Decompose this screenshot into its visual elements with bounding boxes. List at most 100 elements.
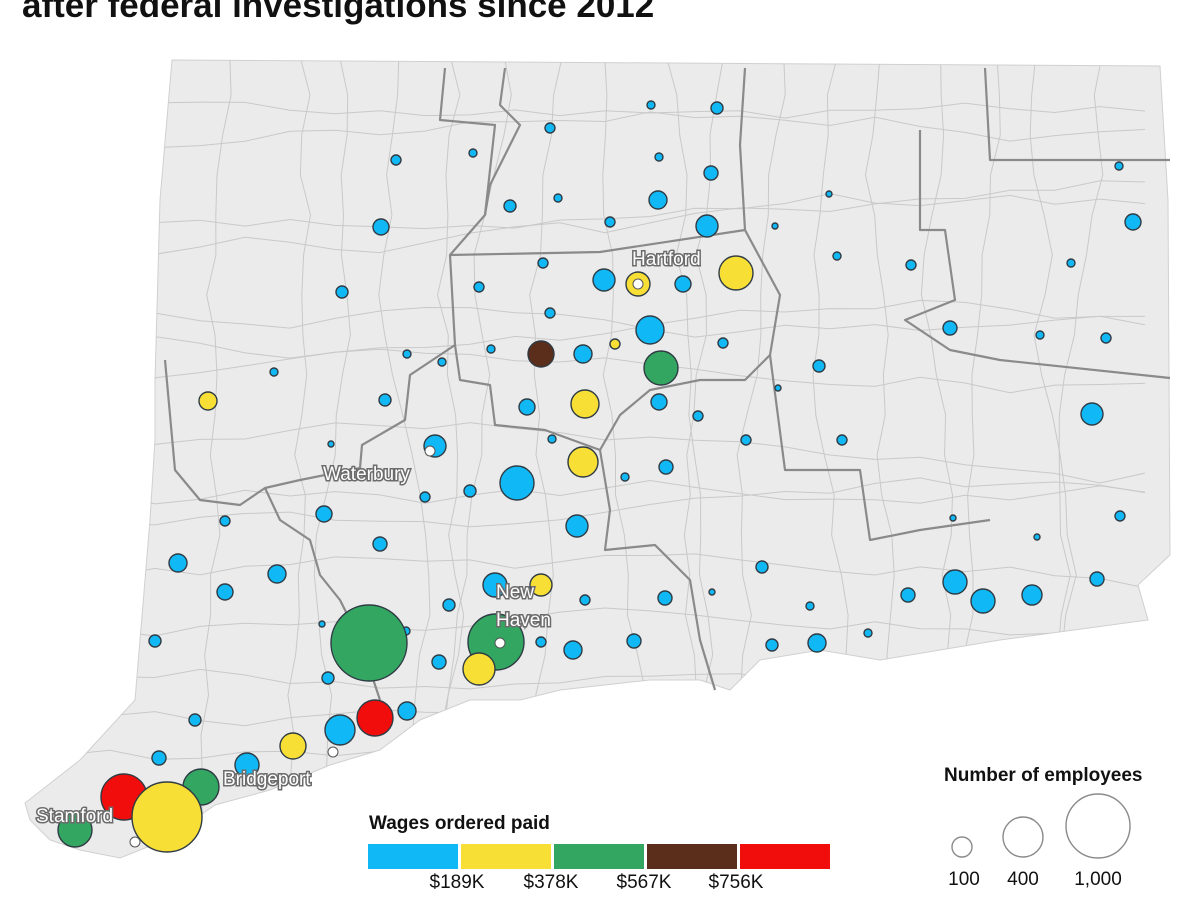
city-dot	[129, 836, 141, 848]
employer-marker	[692, 410, 704, 422]
town-border-line	[25, 607, 1146, 638]
employer-marker	[710, 101, 724, 115]
wage-swatch-3	[554, 844, 644, 869]
employer-marker	[148, 634, 162, 648]
employer-marker	[431, 654, 447, 670]
town-border-line	[25, 479, 1146, 505]
employer-marker	[807, 633, 827, 653]
employer-marker	[1021, 584, 1043, 606]
employer-marker	[168, 553, 188, 573]
county-border	[983, 67, 1170, 162]
employer-marker	[579, 594, 591, 606]
employer-marker	[900, 587, 916, 603]
city-dot	[494, 637, 506, 649]
city-dot	[327, 746, 339, 758]
town-border-line	[184, 60, 232, 858]
wage-swatch-1	[368, 844, 458, 869]
size-label-400: 400	[1007, 869, 1039, 890]
employer-marker	[970, 588, 996, 614]
county-border	[903, 130, 1171, 380]
wage-tick-4: $756K	[708, 872, 764, 893]
employer-marker	[650, 393, 668, 411]
employer-marker	[565, 514, 589, 538]
size-legend-circle-400	[1002, 816, 1044, 858]
city-dot	[424, 445, 436, 457]
wage-swatch-2	[461, 844, 551, 869]
employer-marker	[397, 701, 417, 721]
employer-marker	[219, 515, 231, 527]
employer-marker	[318, 620, 326, 628]
town-border-line	[25, 422, 1146, 484]
employer-marker	[643, 350, 679, 386]
employer-marker	[372, 536, 388, 552]
employer-marker	[1080, 402, 1104, 426]
employer-marker	[942, 569, 968, 595]
employer-marker	[949, 514, 957, 522]
employer-marker	[1035, 330, 1045, 340]
employer-marker	[703, 165, 719, 181]
map-title: after federal investigations since 2012	[22, 0, 655, 25]
employer-marker	[462, 652, 496, 686]
employer-marker	[321, 671, 335, 685]
employer-marker	[547, 434, 557, 444]
employer-marker	[151, 750, 167, 766]
employer-marker	[648, 190, 668, 210]
employer-marker	[486, 344, 496, 354]
employer-marker	[499, 465, 535, 501]
employer-marker	[836, 434, 848, 446]
county-border	[163, 67, 497, 507]
employer-marker	[315, 505, 333, 523]
city-label-new: New	[496, 582, 534, 603]
employer-marker	[812, 359, 826, 373]
employer-marker	[771, 222, 779, 230]
city-label-bridgeport: Bridgeport	[223, 769, 311, 790]
employer-markers	[57, 100, 1142, 853]
employer-marker	[372, 218, 390, 236]
employer-marker	[905, 259, 917, 271]
wage-tick-2: $378K	[523, 872, 579, 893]
employer-marker	[544, 122, 556, 134]
wage-tick-3: $567K	[616, 872, 672, 893]
employer-marker	[657, 590, 673, 606]
size-legend-circle-1000	[1065, 793, 1131, 859]
employer-marker	[774, 384, 782, 392]
employer-marker	[573, 344, 593, 364]
employer-marker	[518, 398, 536, 416]
employer-marker	[529, 573, 553, 597]
county-border	[599, 67, 782, 451]
employer-marker	[442, 598, 456, 612]
employer-marker	[740, 434, 752, 446]
employer-marker	[942, 320, 958, 336]
size-legend-circles	[951, 793, 1131, 859]
wage-swatch-5	[740, 844, 830, 869]
size-legend-circle-100	[951, 836, 973, 858]
employer-marker	[755, 560, 769, 574]
city-label-waterbury: Waterbury	[323, 464, 410, 485]
employer-marker	[468, 148, 478, 158]
employer-marker	[537, 257, 549, 269]
employer-marker	[626, 633, 642, 649]
employer-marker	[609, 338, 621, 350]
employer-marker	[188, 713, 202, 727]
employer-marker	[604, 216, 616, 228]
employer-marker	[527, 340, 555, 368]
employer-marker	[765, 638, 779, 652]
town-border-line	[25, 95, 1146, 119]
employer-marker	[825, 190, 833, 198]
employer-marker	[718, 255, 754, 291]
employer-marker	[544, 307, 556, 319]
county-border	[449, 228, 746, 257]
employer-marker	[863, 628, 873, 638]
employer-marker	[378, 393, 392, 407]
employer-marker	[267, 564, 287, 584]
employer-marker	[1100, 332, 1112, 344]
county-borders	[163, 67, 1171, 701]
town-border-line	[25, 193, 1146, 230]
employer-marker	[570, 389, 600, 419]
employer-marker	[131, 781, 203, 853]
employer-marker	[324, 714, 356, 746]
county-border	[598, 449, 717, 691]
size-label-1000: 1,000	[1074, 869, 1122, 890]
employer-marker	[708, 588, 716, 596]
